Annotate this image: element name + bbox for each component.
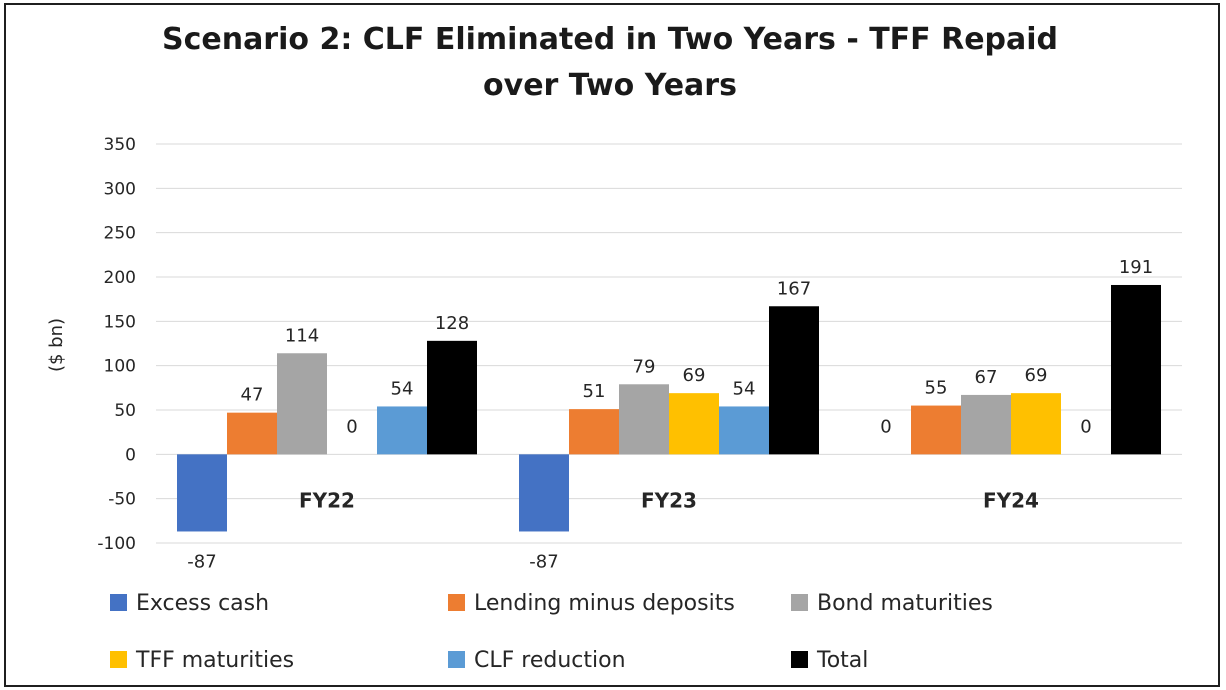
data-label: 0 [1080, 416, 1091, 437]
data-label: 167 [777, 278, 811, 299]
y-tick-label: 50 [114, 401, 136, 421]
data-label: 67 [975, 367, 998, 388]
chart-frame: Scenario 2: CLF Eliminated in Two Years … [4, 3, 1220, 687]
data-label: -87 [529, 551, 558, 572]
legend-swatch [791, 651, 808, 668]
bar [769, 306, 819, 455]
legend-swatch [448, 594, 465, 611]
y-axis-label: ($ bn) [46, 318, 67, 372]
y-tick-label: 100 [104, 357, 136, 377]
data-label: 47 [241, 385, 264, 406]
data-label: 191 [1119, 257, 1153, 278]
legend-label: Lending minus deposits [474, 591, 735, 616]
legend-swatch [110, 594, 127, 611]
bar [961, 394, 1011, 455]
bar [569, 409, 619, 455]
bar [519, 454, 569, 532]
data-label: 69 [1025, 365, 1048, 386]
category-labels: FY22 FY23 FY24 [299, 488, 1039, 512]
legend-label: TFF maturities [135, 648, 294, 673]
chart-title-line-1: Scenario 2: CLF Eliminated in Two Years … [162, 22, 1058, 57]
data-label: 54 [391, 378, 414, 399]
data-label: 55 [925, 378, 948, 399]
bar [911, 405, 961, 455]
bar [719, 406, 769, 455]
data-label: -87 [187, 551, 216, 572]
bar [277, 353, 327, 455]
y-tick-label: -100 [97, 534, 136, 554]
data-label: 51 [583, 381, 606, 402]
category-label: FY24 [983, 488, 1039, 512]
y-tick-label: -50 [108, 490, 136, 510]
y-tick-label: 0 [125, 445, 136, 465]
y-tick-label: 350 [104, 135, 136, 155]
category-label: FY22 [299, 488, 355, 512]
bar [1111, 284, 1161, 455]
legend-label: Bond maturities [817, 591, 993, 616]
data-label: 114 [285, 325, 319, 346]
bar-chart: Scenario 2: CLF Eliminated in Two Years … [46, 22, 1182, 673]
data-label: 0 [880, 416, 891, 437]
chart-title: Scenario 2: CLF Eliminated in Two Years … [162, 22, 1058, 103]
legend-label: Total [816, 648, 868, 673]
chart-title-line-2: over Two Years [483, 68, 737, 103]
data-label: 128 [435, 313, 469, 334]
legend: Excess cash Lending minus deposits Bond ma… [110, 591, 993, 673]
bar [427, 340, 477, 455]
bar [619, 384, 669, 455]
y-tick-label: 150 [104, 312, 136, 332]
legend-label: CLF reduction [474, 648, 626, 673]
legend-swatch [110, 651, 127, 668]
legend-swatch [448, 651, 465, 668]
legend-swatch [791, 594, 808, 611]
y-tick-label: 300 [104, 179, 136, 199]
bar [1011, 393, 1061, 455]
data-label: 79 [633, 356, 656, 377]
y-axis-ticks: 350 300 250 200 150 100 50 0 -50 -100 [97, 135, 136, 554]
data-labels: -87 47 114 0 54 128 -87 51 79 69 54 167 0 55 67 69 0 191 [187, 257, 1153, 572]
y-tick-label: 250 [104, 224, 136, 244]
legend-label: Excess cash [136, 591, 269, 616]
category-label: FY23 [641, 488, 697, 512]
y-tick-label: 200 [104, 268, 136, 288]
data-label: 0 [346, 416, 357, 437]
bar [377, 406, 427, 455]
bar [177, 454, 227, 532]
data-label: 54 [733, 378, 756, 399]
bar [227, 412, 277, 455]
bar [669, 393, 719, 455]
bars [177, 284, 1161, 532]
data-label: 69 [683, 365, 706, 386]
